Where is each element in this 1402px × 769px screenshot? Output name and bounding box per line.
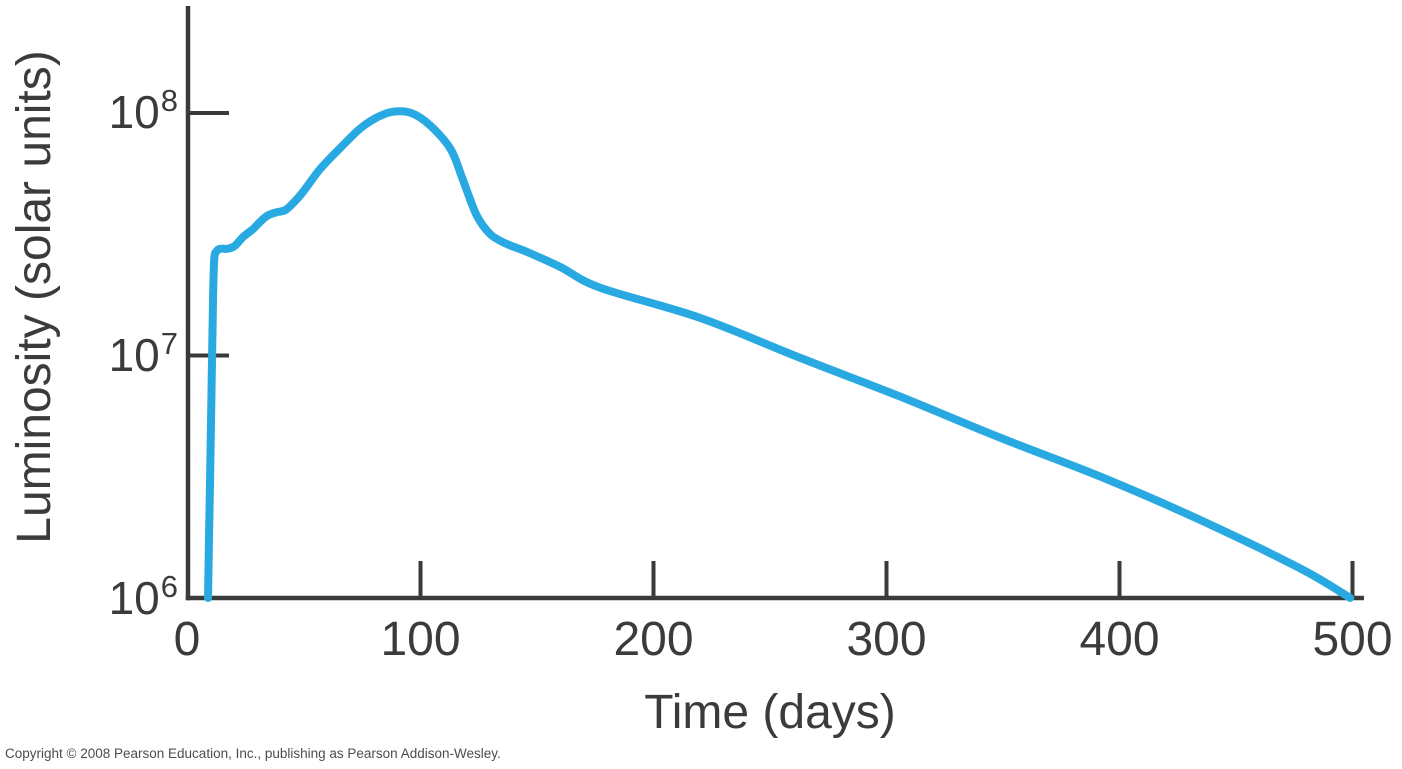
y-tick-label-1e8: 108 <box>109 83 178 138</box>
y-axis-title: Luminosity (solar units) <box>8 50 61 544</box>
x-tick-label-100: 100 <box>380 613 460 666</box>
copyright-notice: Copyright © 2008 Pearson Education, Inc.… <box>5 746 501 761</box>
y-tick-label-1e6: 106 <box>109 569 178 624</box>
luminosity-curve-line <box>204 107 1355 602</box>
y-tick-1e6-base: 10 <box>109 572 160 624</box>
axes <box>185 6 1364 601</box>
y-tick-1e7-base: 10 <box>109 329 160 381</box>
x-tick-label-500: 500 <box>1312 613 1392 666</box>
x-tick-label-0: 0 <box>174 613 201 666</box>
y-axis-tick-labels: 108 107 106 <box>109 83 178 624</box>
x-axis-ticks <box>418 561 1355 598</box>
x-tick-label-300: 300 <box>846 613 926 666</box>
x-tick-label-200: 200 <box>613 613 693 666</box>
y-tick-1e7-exponent: 7 <box>161 326 178 361</box>
x-axis-tick-labels: 0 100 200 300 400 500 <box>174 613 1393 666</box>
y-tick-1e8-base: 10 <box>109 86 160 138</box>
x-tick-label-400: 400 <box>1079 613 1159 666</box>
x-axis-title: Time (days) <box>644 686 896 739</box>
y-axis-ticks <box>188 111 229 358</box>
y-tick-1e6-exponent: 6 <box>161 569 178 604</box>
y-tick-1e8-exponent: 8 <box>161 83 178 118</box>
y-tick-label-1e7: 107 <box>109 326 178 381</box>
